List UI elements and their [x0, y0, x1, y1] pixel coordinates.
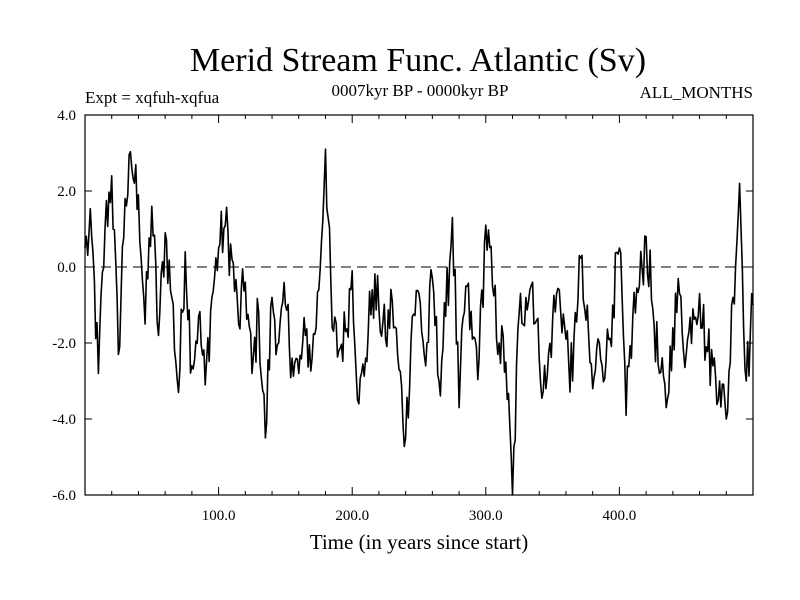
period-label: 0007kyr BP - 0000kyr BP: [332, 81, 509, 100]
x-axis-label: Time (in years since start): [310, 530, 529, 554]
y-tick-label: -2.0: [52, 336, 76, 352]
y-tick-label: -6.0: [52, 488, 76, 504]
y-axis: 4.0 2.0 0.0 -2.0 -4.0 -6.0: [52, 108, 753, 504]
experiment-label: Expt = xqfuh-xqfua: [85, 88, 220, 107]
months-label: ALL_MONTHS: [640, 83, 753, 102]
x-tick-label: 300.0: [469, 508, 503, 524]
x-tick-label: 200.0: [335, 508, 369, 524]
chart-title: Merid Stream Func. Atlantic (Sv): [190, 42, 646, 79]
y-tick-label: 4.0: [57, 108, 76, 124]
x-axis: 100.0 200.0 300.0 400.0: [111, 115, 727, 524]
x-tick-label: 100.0: [202, 508, 236, 524]
x-tick-label: 400.0: [603, 508, 637, 524]
y-tick-label: -4.0: [52, 412, 76, 428]
series-line: [84, 148, 754, 496]
y-tick-label: 2.0: [57, 184, 76, 200]
y-tick-label: 0.0: [57, 260, 76, 276]
